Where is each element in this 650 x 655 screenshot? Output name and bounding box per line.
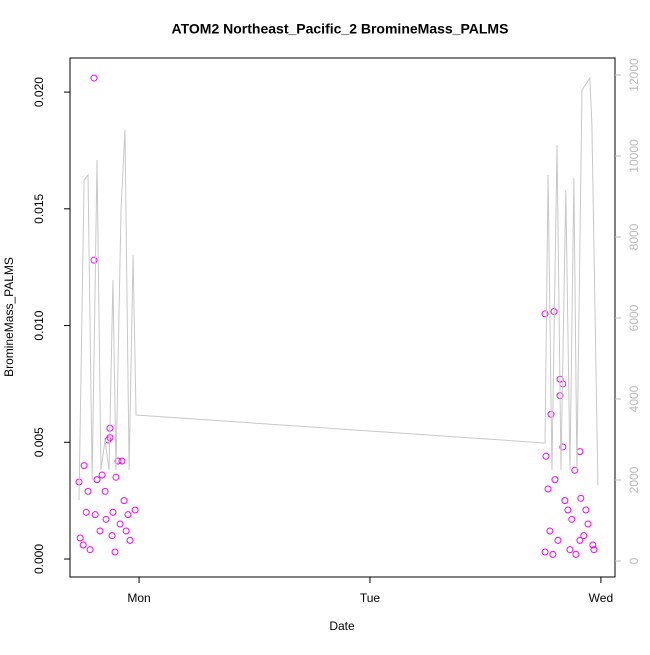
- point: [131, 506, 139, 514]
- y-tick-label: 0.010: [32, 310, 46, 340]
- y2-tick-label: 2000: [627, 466, 641, 493]
- y2-tick-label: 0: [627, 557, 641, 564]
- y-tick-label: 0.000: [32, 544, 46, 574]
- point: [120, 497, 128, 505]
- point: [576, 536, 584, 544]
- point: [551, 476, 559, 484]
- point: [96, 527, 104, 535]
- point: [564, 506, 572, 514]
- point: [576, 448, 584, 456]
- point: [580, 532, 588, 540]
- point: [571, 466, 579, 474]
- point: [91, 511, 99, 519]
- point: [112, 473, 120, 481]
- point: [568, 515, 576, 523]
- point: [590, 546, 598, 554]
- point: [582, 506, 590, 514]
- point: [102, 515, 110, 523]
- point: [90, 256, 98, 264]
- y-tick-label: 0.020: [32, 77, 46, 107]
- chart-title: ATOM2 Northeast_Pacific_2 BromineMass_PA…: [172, 21, 509, 37]
- line: [78, 76, 599, 501]
- point: [86, 546, 94, 554]
- x-axis-label: Date: [329, 619, 355, 633]
- point: [126, 536, 134, 544]
- x-tick-label: Mon: [127, 591, 150, 605]
- point: [93, 476, 101, 484]
- x-tick-label: Tue: [360, 591, 381, 605]
- point: [584, 520, 592, 528]
- point: [546, 527, 554, 535]
- point: [559, 443, 567, 451]
- y2-tick-label: 6000: [627, 304, 641, 331]
- y2-tick-label: 4000: [627, 385, 641, 412]
- point: [541, 548, 549, 556]
- point: [114, 457, 122, 465]
- y2-tick-label: 8000: [627, 223, 641, 250]
- y-tick-label: 0.015: [32, 193, 46, 223]
- plot-frame: [69, 57, 616, 578]
- point: [84, 487, 92, 495]
- point: [572, 550, 580, 558]
- y2-tick-label: 10000: [627, 139, 641, 173]
- point: [108, 532, 116, 540]
- point: [541, 310, 549, 318]
- point: [82, 508, 90, 516]
- point: [80, 462, 88, 470]
- point: [577, 494, 585, 502]
- point: [542, 452, 550, 460]
- point: [124, 511, 132, 519]
- point: [561, 497, 569, 505]
- point: [98, 471, 106, 479]
- point: [116, 520, 124, 528]
- point: [544, 485, 552, 493]
- y-tick-label: 0.005: [32, 427, 46, 457]
- point: [101, 487, 109, 495]
- y-axis-label: BromineMass_PALMS: [2, 257, 16, 377]
- point: [118, 457, 126, 465]
- point: [76, 534, 84, 542]
- x-tick-label: Wed: [589, 591, 613, 605]
- point: [554, 536, 562, 544]
- point: [566, 546, 574, 554]
- point: [122, 527, 130, 535]
- point: [109, 508, 117, 516]
- y2-tick-label: 12000: [627, 58, 641, 92]
- point: [90, 74, 98, 82]
- point: [79, 541, 87, 549]
- point: [589, 541, 597, 549]
- point: [111, 548, 119, 556]
- point: [549, 550, 557, 558]
